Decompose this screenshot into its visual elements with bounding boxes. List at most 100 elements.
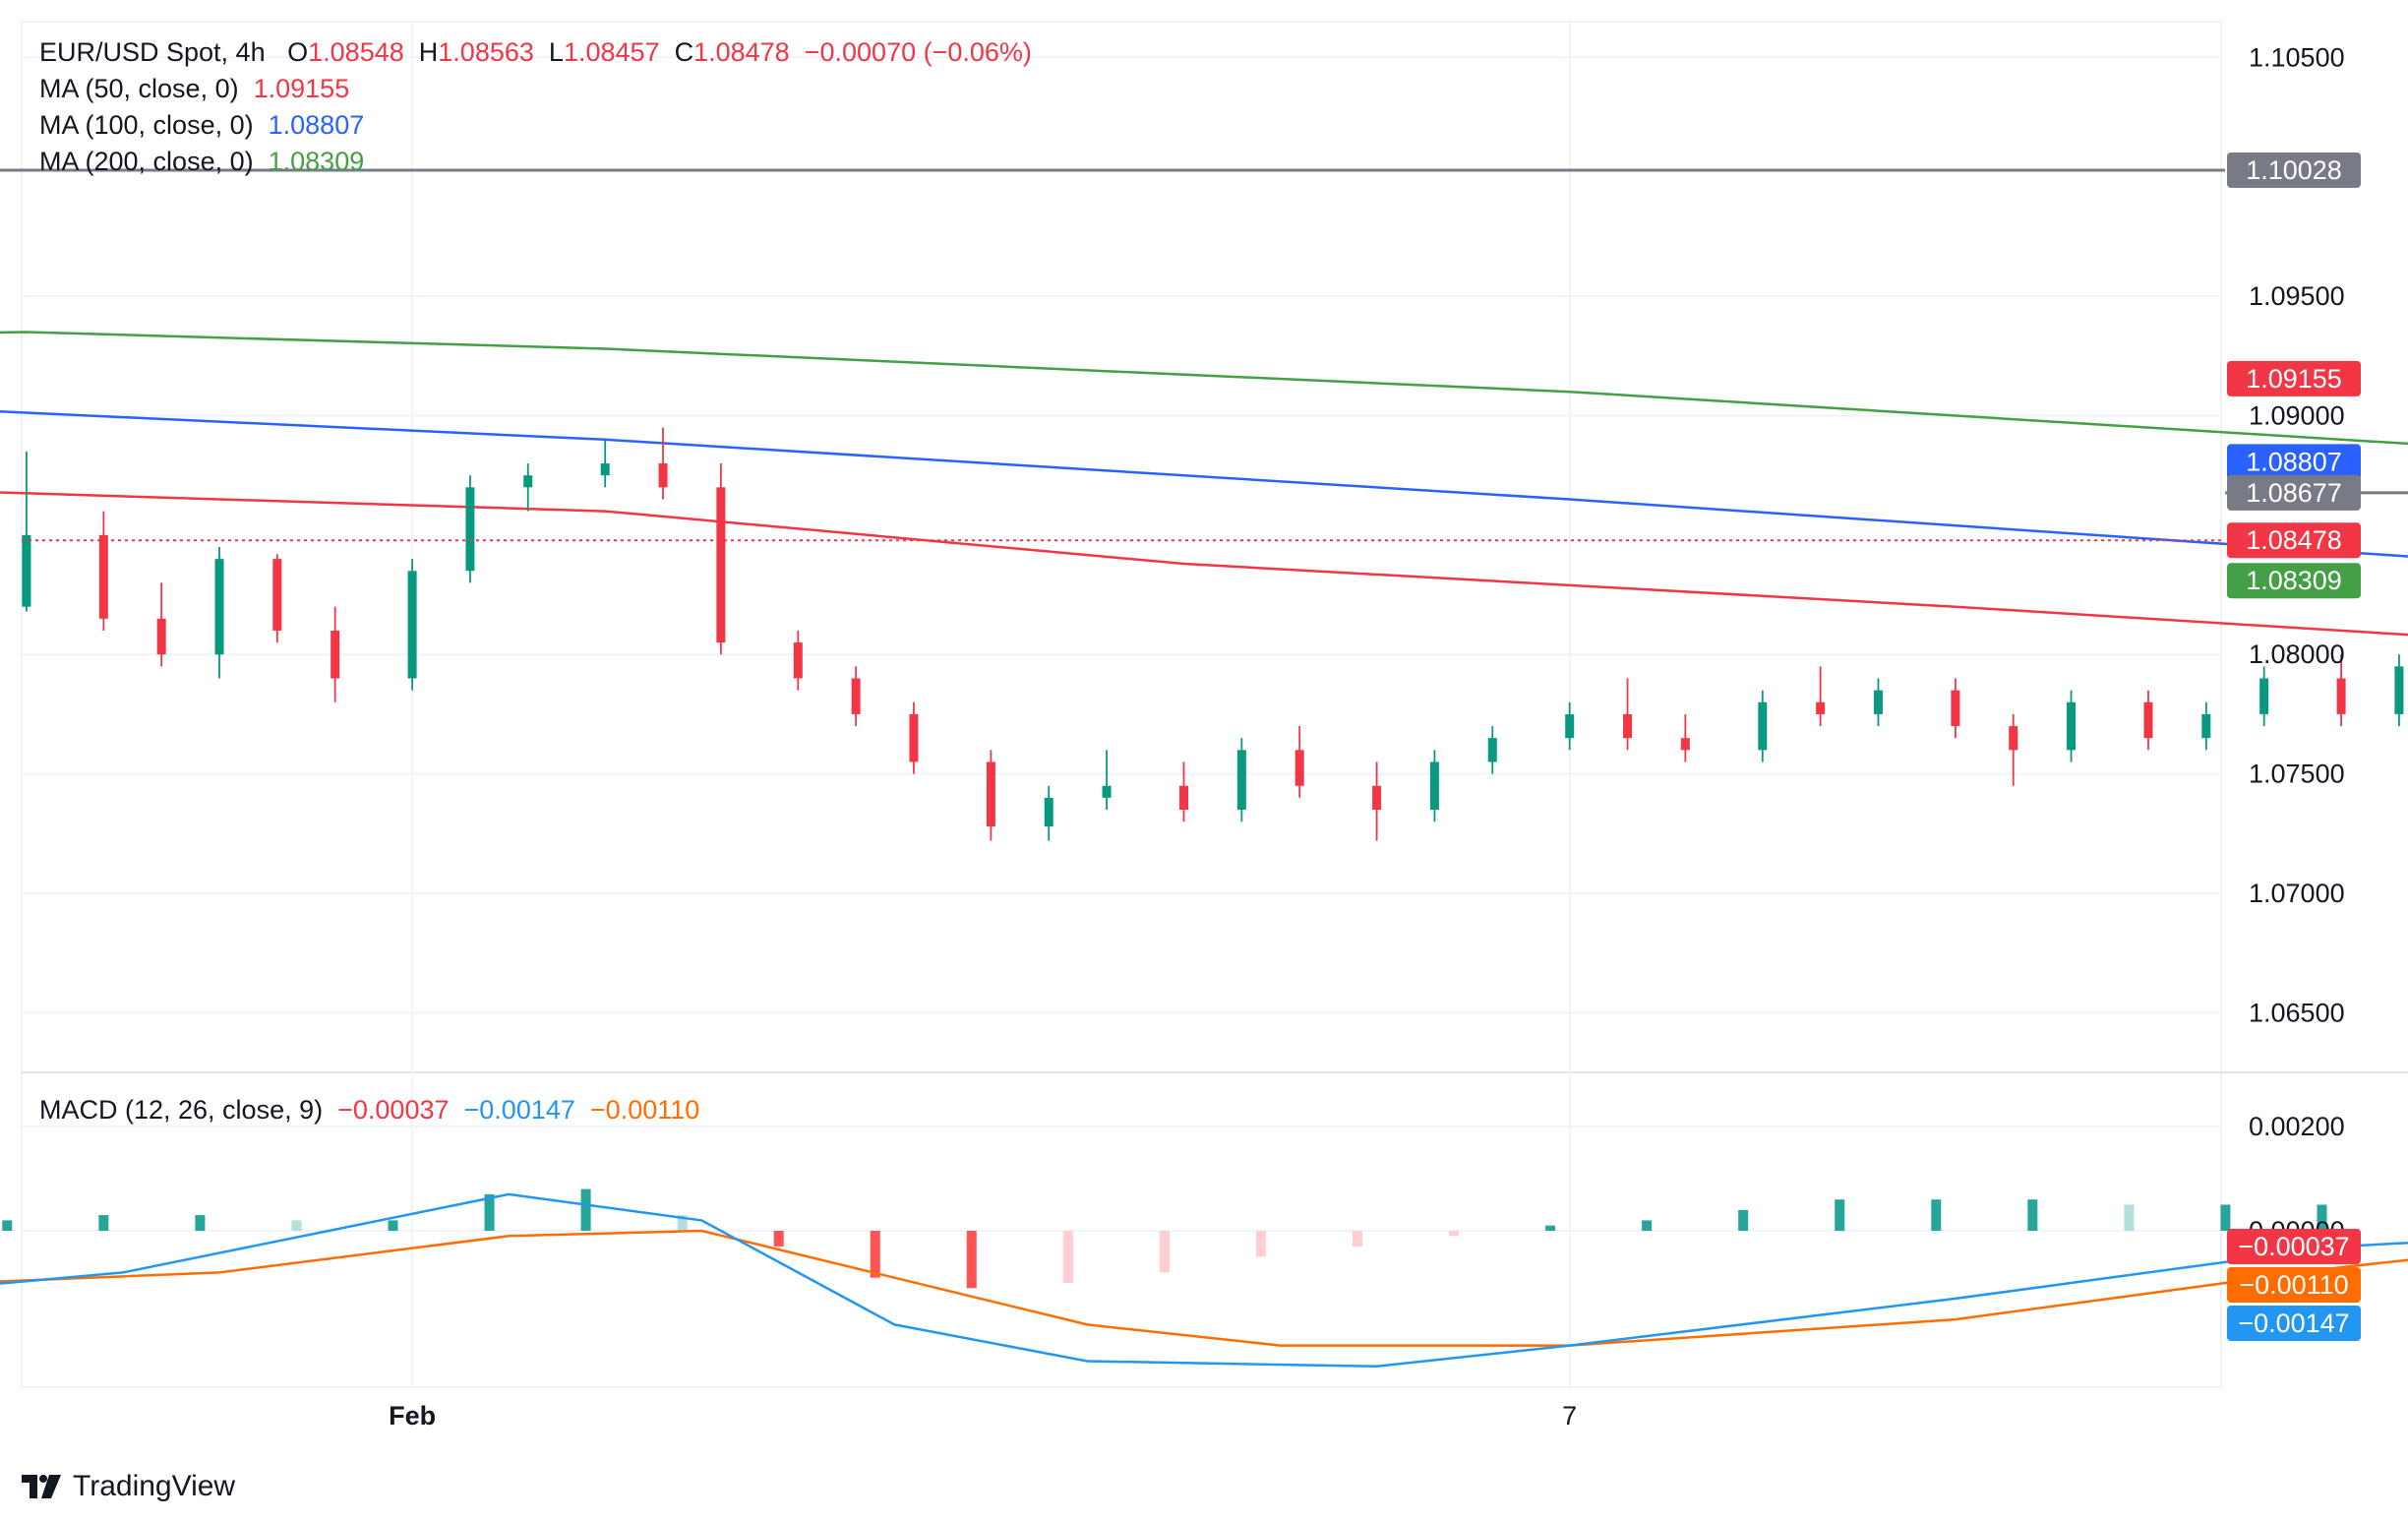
price-badge: 1.08807 <box>2227 444 2361 480</box>
candle <box>658 427 668 500</box>
macd-histogram-bar <box>2027 1199 2038 1231</box>
candle-body <box>1873 690 1883 714</box>
price-tick-label: 1.09000 <box>2249 401 2345 431</box>
macd-histogram-bar <box>2220 1204 2231 1231</box>
price-badge: 1.08309 <box>2227 563 2361 599</box>
price-tick-label: 1.07000 <box>2249 879 2345 908</box>
price-tick-label: 1.10500 <box>2249 42 2345 72</box>
candle <box>793 630 803 691</box>
candle-body <box>22 534 31 607</box>
candle <box>407 559 417 691</box>
macd-hist-value: −0.00037 <box>337 1095 450 1125</box>
macd-histogram-bar <box>388 1220 398 1231</box>
macd-signal-value: −0.00110 <box>589 1095 700 1125</box>
candle-body <box>600 463 610 476</box>
macd-histogram-bar <box>870 1231 880 1278</box>
candle <box>1179 761 1188 822</box>
low-value: 1.08457 <box>563 37 660 67</box>
macd-signal-line <box>0 1229 2408 1347</box>
candle-body <box>1372 785 1382 810</box>
candle-body <box>851 678 861 714</box>
candle-body <box>1236 750 1246 810</box>
high-value: 1.08563 <box>438 37 534 67</box>
price-badge-text: 1.10028 <box>2246 155 2342 185</box>
macd-histogram-bar <box>1352 1231 1362 1247</box>
price-badge-bg <box>2227 474 2361 511</box>
candle-body <box>331 630 340 679</box>
candle-body <box>523 475 533 488</box>
candle-body <box>2009 726 2018 751</box>
candle <box>1758 690 1768 762</box>
candle <box>2067 690 2077 762</box>
ma100-label: MA (100, close, 0) <box>39 110 254 140</box>
candle <box>22 451 31 612</box>
macd-badge-bg <box>2227 1306 2361 1341</box>
candle-body <box>1429 761 1439 810</box>
price-tick-label: 1.06500 <box>2249 998 2345 1027</box>
macd-badge-text: −0.00037 <box>2238 1232 2349 1261</box>
ma100-legend[interactable]: MA (100, close, 0) 1.08807 <box>39 110 364 140</box>
candle-body <box>156 618 166 655</box>
low-label: L <box>548 37 564 67</box>
symbol-title: EUR/USD Spot, 4h <box>39 37 266 67</box>
macd-badge: −0.00147 <box>2227 1306 2361 1341</box>
candle <box>1565 701 1575 751</box>
close-label: C <box>674 37 694 67</box>
open-value: 1.08548 <box>308 37 404 67</box>
candle-body <box>407 571 417 679</box>
macd-histogram-bar <box>580 1188 591 1231</box>
price-badge: 1.08478 <box>2227 522 2361 559</box>
macd-histogram-bar <box>1159 1231 1170 1273</box>
close-value: 1.08478 <box>693 37 790 67</box>
candle-body <box>1951 690 1960 727</box>
ma200-legend[interactable]: MA (200, close, 0) 1.08309 <box>39 147 364 176</box>
macd-badge: −0.00110 <box>2227 1267 2361 1303</box>
price-tick-label: 1.07500 <box>2249 760 2345 789</box>
price-badge-bg <box>2227 522 2361 559</box>
price-badge: 1.09155 <box>2227 360 2361 396</box>
drawings: ABC <box>0 168 2408 542</box>
macd-histogram-bar <box>484 1193 495 1231</box>
candle-body <box>1565 713 1575 739</box>
candle <box>331 606 340 702</box>
candle-body <box>2067 701 2077 751</box>
open-label: O <box>287 37 309 67</box>
ma200-label: MA (200, close, 0) <box>39 147 254 176</box>
macd-histogram-bar <box>2317 1204 2327 1231</box>
ma50-legend[interactable]: MA (50, close, 0) 1.09155 <box>39 74 349 103</box>
candle-body <box>1044 797 1054 826</box>
chart-frame <box>21 21 2222 1388</box>
candle <box>1623 678 1633 751</box>
candle <box>98 511 108 631</box>
price-badge-bg <box>2227 152 2361 188</box>
candle-body <box>465 487 475 572</box>
macd-histogram-bar <box>195 1215 206 1231</box>
ma200-value: 1.08309 <box>268 147 365 176</box>
candle <box>465 475 475 583</box>
moving-averages <box>0 331 2408 637</box>
candle-body <box>2336 678 2346 714</box>
candle <box>1044 785 1054 841</box>
macd-line-value: −0.00147 <box>463 1095 575 1125</box>
macd-label: MACD (12, 26, close, 9) <box>39 1095 324 1125</box>
candle <box>1294 726 1304 798</box>
macd-badge-bg <box>2227 1267 2361 1303</box>
price-badge-bg <box>2227 563 2361 599</box>
brand[interactable]: TradingView <box>22 1470 235 1503</box>
macd-histogram-bar <box>2 1220 13 1231</box>
macd-histogram-bar <box>291 1220 302 1231</box>
ma50-label: MA (50, close, 0) <box>39 74 239 103</box>
candle-body <box>1294 750 1304 786</box>
candle <box>600 439 610 488</box>
macd-histogram-bar <box>1835 1199 1845 1231</box>
price-tick-label: 1.08000 <box>2249 639 2345 669</box>
candle-body <box>214 559 224 655</box>
macd-histogram-bar <box>98 1215 109 1231</box>
price-badge-bg <box>2227 444 2361 480</box>
ma-50-line <box>0 491 2408 637</box>
macd-badge-text: −0.00147 <box>2238 1309 2349 1338</box>
macd-legend[interactable]: MACD (12, 26, close, 9) −0.00037 −0.0014… <box>39 1095 699 1125</box>
macd-histogram-bar <box>1449 1231 1460 1237</box>
ma-200-line <box>0 331 2408 446</box>
